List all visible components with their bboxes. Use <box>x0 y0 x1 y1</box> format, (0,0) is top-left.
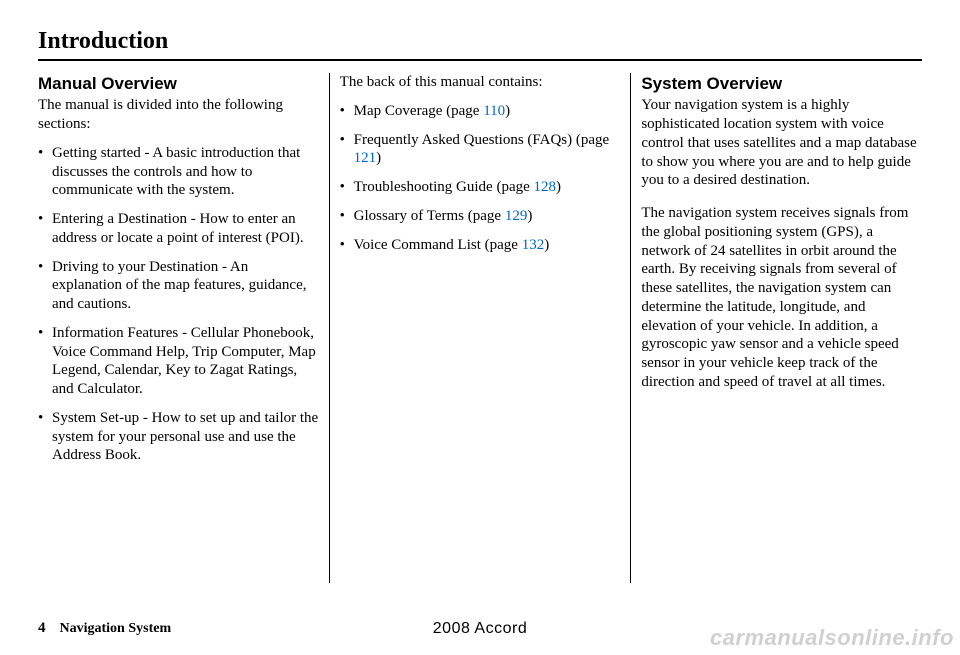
title-rule <box>38 59 922 61</box>
page-title: Introduction <box>38 28 922 55</box>
item-text-post: ) <box>527 208 532 224</box>
item-text-post: ) <box>376 150 381 166</box>
item-text: Glossary of Terms (page <box>354 208 505 224</box>
system-overview-para2: The navigation system receives signals f… <box>641 204 922 392</box>
list-item: Frequently Asked Questions (FAQs) (page … <box>340 131 621 169</box>
back-of-manual-list: Map Coverage (page 110) Frequently Asked… <box>340 102 621 255</box>
footer-center: 2008 Accord <box>433 620 527 638</box>
column-left: Manual Overview The manual is divided in… <box>38 73 329 583</box>
footer-label: Navigation System <box>60 621 172 636</box>
manual-overview-list: Getting started - A basic introduction t… <box>38 144 319 465</box>
column-middle: The back of this manual contains: Map Co… <box>329 73 632 583</box>
system-overview-heading: System Overview <box>641 73 922 94</box>
item-text: Frequently Asked Questions (FAQs) (page <box>354 132 610 148</box>
list-item: Troubleshooting Guide (page 128) <box>340 178 621 197</box>
page-number: 4 <box>38 620 46 636</box>
page-link[interactable]: 128 <box>534 179 557 195</box>
list-item: System Set-up - How to set up and tailor… <box>38 409 319 465</box>
list-item: Entering a Destination - How to enter an… <box>38 210 319 248</box>
column-right: System Overview Your navigation system i… <box>631 73 922 583</box>
list-item: Map Coverage (page 110) <box>340 102 621 121</box>
item-text-post: ) <box>544 237 549 253</box>
item-text: Troubleshooting Guide (page <box>354 179 534 195</box>
system-overview-para1: Your navigation system is a highly sophi… <box>641 96 922 190</box>
manual-overview-intro: The manual is divided into the following… <box>38 96 319 134</box>
list-item: Glossary of Terms (page 129) <box>340 207 621 226</box>
item-text-post: ) <box>505 103 510 119</box>
list-item: Getting started - A basic introduction t… <box>38 144 319 200</box>
page-link[interactable]: 110 <box>483 103 505 119</box>
list-item: Driving to your Destination - An explana… <box>38 258 319 314</box>
page-link[interactable]: 132 <box>522 237 545 253</box>
item-text: Map Coverage (page <box>354 103 484 119</box>
page-link[interactable]: 121 <box>354 150 377 166</box>
page-footer: 4 Navigation System 2008 Accord <box>38 620 922 637</box>
manual-overview-heading: Manual Overview <box>38 73 319 94</box>
item-text: Voice Command List (page <box>354 237 522 253</box>
footer-left: 4 Navigation System <box>38 620 171 637</box>
list-item: Voice Command List (page 132) <box>340 236 621 255</box>
back-of-manual-intro: The back of this manual contains: <box>340 73 621 92</box>
content-columns: Manual Overview The manual is divided in… <box>38 73 922 583</box>
list-item: Information Features - Cellular Phoneboo… <box>38 324 319 399</box>
page-link[interactable]: 129 <box>505 208 528 224</box>
item-text-post: ) <box>556 179 561 195</box>
